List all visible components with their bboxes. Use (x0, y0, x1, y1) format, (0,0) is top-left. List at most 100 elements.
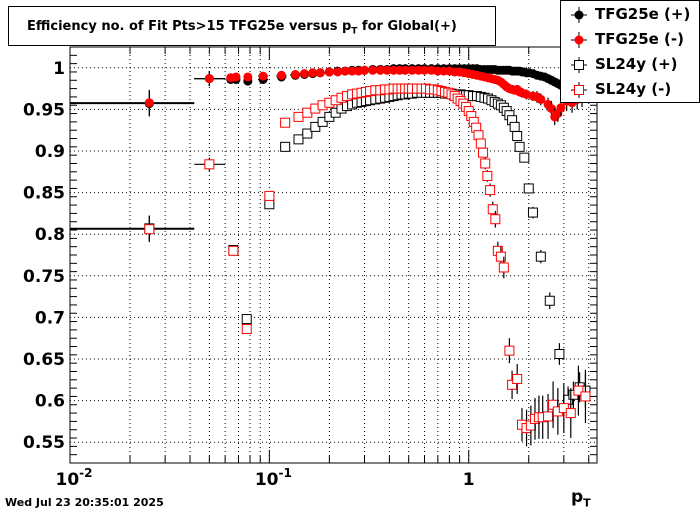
legend-label: TFG25e (-) (595, 30, 684, 48)
series-tfg25e- (70, 65, 587, 126)
data-point (276, 70, 287, 80)
marker (276, 70, 286, 80)
data-point (241, 314, 252, 325)
y-tick-label: 0.85 (23, 184, 65, 204)
data-point (70, 90, 195, 117)
data-point (299, 69, 310, 79)
marker (527, 207, 538, 218)
marker (546, 104, 556, 114)
data-point (485, 183, 496, 197)
data-point (324, 67, 334, 77)
marker (368, 65, 378, 75)
data-point (70, 89, 195, 116)
chart-title-subscript: T (351, 26, 358, 37)
data-point (523, 183, 534, 194)
data-point (194, 157, 226, 171)
marker (264, 190, 275, 201)
marker (359, 65, 369, 75)
marker (580, 391, 591, 402)
data-markers (70, 64, 591, 447)
marker (290, 69, 300, 79)
data-point (241, 324, 252, 335)
data-point (258, 71, 269, 81)
marker (375, 65, 385, 75)
marker (293, 134, 304, 145)
marker (485, 185, 496, 196)
data-point (315, 68, 326, 78)
marker (308, 68, 318, 78)
data-point (302, 128, 313, 139)
x-axis-title-main: p (571, 487, 584, 507)
data-point (527, 206, 538, 219)
data-point (535, 250, 546, 264)
y-tick-label: 1 (53, 59, 65, 79)
marker (144, 224, 155, 235)
marker (514, 141, 525, 152)
marker (512, 373, 523, 384)
data-point (507, 370, 518, 399)
data-point (264, 199, 275, 210)
marker (293, 111, 304, 122)
marker (258, 71, 268, 81)
y-tick-label: 0.9 (35, 142, 65, 162)
marker (544, 295, 555, 306)
data-point (536, 93, 546, 106)
data-point (340, 66, 350, 76)
data-point (243, 72, 253, 82)
axis-ticks: 10-2 10-1 1 0.55 0.6 0.65 0.7 0.75 0.8 0.85 0.9 0.9… (23, 46, 597, 490)
legend-item: SL24y (+) (561, 53, 699, 77)
y-tick-label: 0.7 (35, 308, 65, 328)
timestamp: Wed Jul 23 20:35:01 2025 (5, 496, 164, 509)
data-point (519, 152, 530, 163)
data-point (194, 71, 226, 87)
legend-marker-filled-circle-icon (571, 7, 587, 23)
legend-item: TFG25e (+) (561, 3, 699, 27)
data-point (512, 131, 523, 142)
chart-title-main: Efficiency no. of Fit Pts>15 TFG25e vers… (27, 19, 352, 34)
marker (315, 68, 325, 78)
marker (504, 345, 515, 356)
legend-marker-filled-circle-icon (571, 32, 587, 48)
marker (299, 69, 309, 79)
y-tick-label: 0.6 (35, 392, 65, 412)
y-tick-label: 0.75 (23, 267, 65, 287)
data-point (293, 134, 304, 145)
legend-label: SL24y (+) (595, 55, 678, 73)
data-point (293, 111, 304, 122)
data-point (280, 117, 291, 128)
marker (204, 74, 214, 84)
marker (523, 183, 534, 194)
legend-item: TFG25e (-) (561, 28, 699, 52)
data-point (580, 369, 591, 424)
data-point (573, 365, 584, 416)
marker (400, 65, 410, 75)
marker (241, 314, 252, 325)
data-point (419, 65, 429, 75)
marker (228, 245, 239, 256)
data-point (509, 121, 520, 132)
marker (473, 130, 484, 141)
data-point (498, 256, 509, 279)
marker (280, 117, 291, 128)
y-tick-label: 0.8 (35, 225, 65, 245)
data-point (475, 138, 486, 149)
marker (512, 131, 523, 142)
marker (324, 67, 334, 77)
marker (487, 204, 498, 215)
data-point (525, 405, 536, 446)
marker (478, 147, 489, 158)
x-tick-label: 10-2 (55, 466, 92, 490)
marker (535, 251, 546, 262)
marker (565, 408, 576, 419)
data-point (554, 343, 565, 365)
marker (243, 72, 253, 82)
data-point (228, 245, 239, 256)
marker (490, 214, 501, 225)
data-point (490, 210, 501, 228)
legend-marker-open-square-icon (571, 82, 587, 98)
marker (419, 65, 429, 75)
marker (264, 199, 275, 210)
data-point (70, 216, 195, 243)
grid-lines (69, 47, 597, 463)
x-axis-title-subscript: T (583, 496, 591, 510)
